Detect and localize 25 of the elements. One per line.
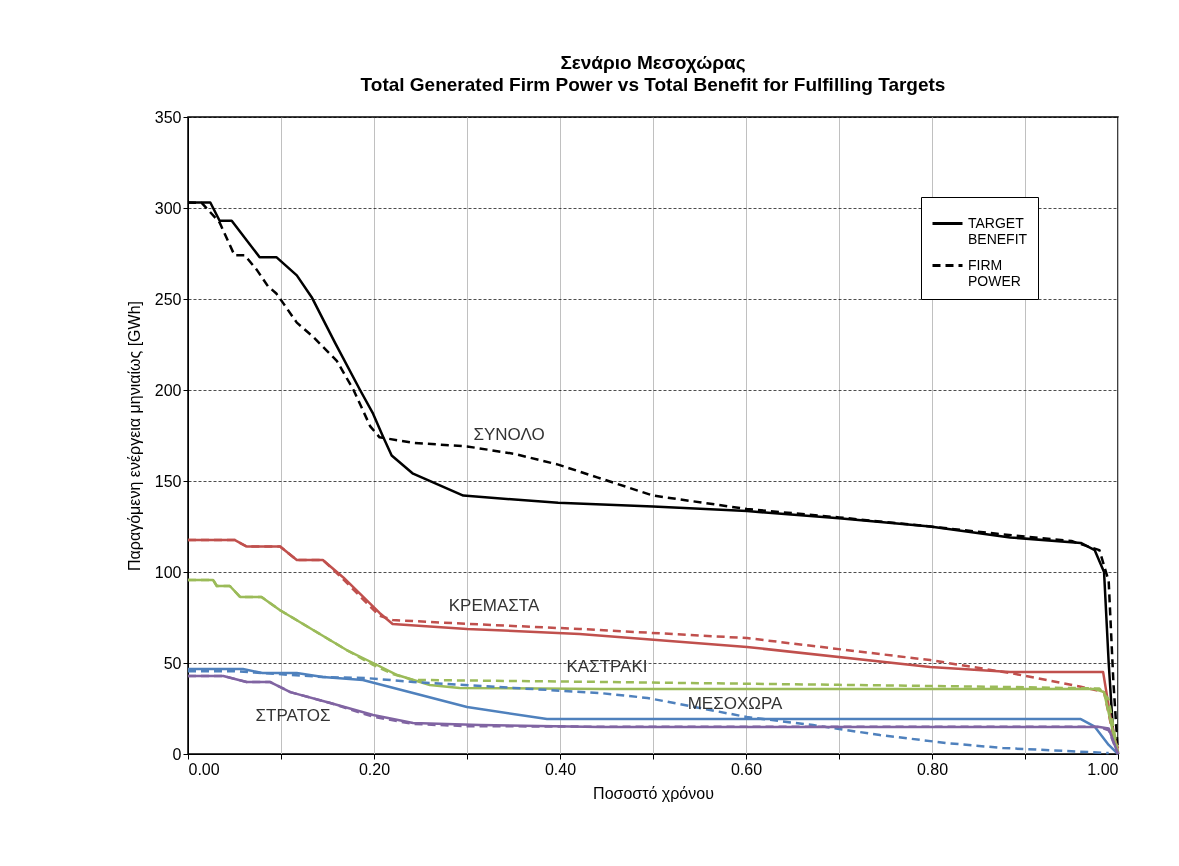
x-axis-title: Ποσοστό χρόνου [593, 784, 714, 802]
legend-label: FIRM POWER [968, 256, 1021, 289]
chart-title: Σενάριο Μεσοχώρας [560, 52, 746, 73]
annotation: ΚΡΕΜΑΣΤΑ [448, 596, 540, 615]
chart-subtitle: Total Generated Firm Power vs Total Benefit for Fulfilling Targets [360, 74, 946, 95]
legend-label: TARGET BENEFIT [968, 214, 1028, 247]
y-tick-label: 0 [172, 745, 182, 763]
y-tick-label: 200 [154, 381, 182, 399]
annotation: ΣΥΝΟΛΟ [473, 425, 545, 444]
y-axis-title: Παραγόμενη ενέργεια μηνιαίως [GWh] [125, 301, 143, 571]
y-tick-label: 100 [154, 563, 182, 581]
annotation: ΜΕΣΟΧΩΡΑ [687, 694, 783, 713]
y-tick-label: 350 [154, 108, 182, 126]
y-tick-label: 150 [154, 472, 182, 490]
x-tick-label: 0.60 [730, 760, 763, 778]
annotation: ΚΑΣΤΡΑΚΙ [566, 657, 648, 676]
y-tick-label: 50 [163, 654, 182, 672]
y-tick-label: 300 [154, 199, 182, 217]
x-tick-label: 0.20 [358, 760, 391, 778]
x-tick-label: 0.80 [916, 760, 949, 778]
x-tick-label: 1.00 [1087, 760, 1119, 778]
y-tick-label: 250 [154, 290, 182, 308]
annotation: ΣΤΡΑΤΟΣ [255, 706, 331, 725]
x-tick-label: 0.00 [188, 760, 220, 778]
x-tick-label: 0.40 [544, 760, 577, 778]
